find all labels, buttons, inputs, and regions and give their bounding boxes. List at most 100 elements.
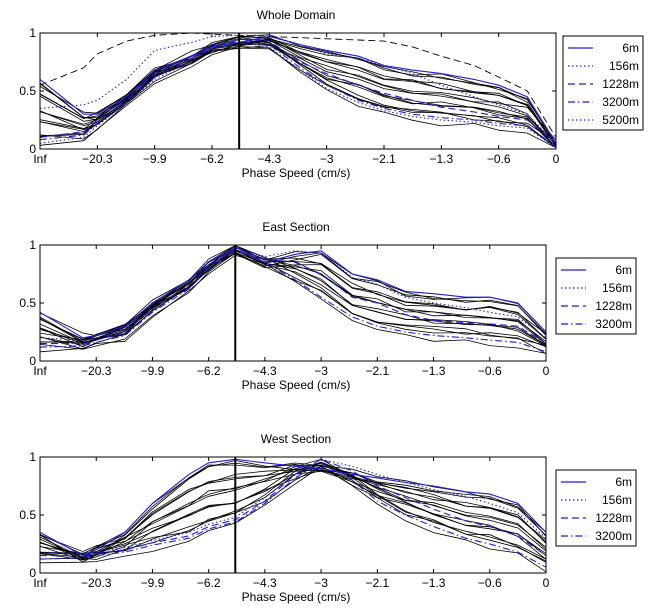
ticks: Inf −20.3 −9.9 −6.2 −4.3 −3 −2.1 −1.3 −0.6 0 0 0.5 1 bbox=[19, 238, 549, 378]
x-tick-label: Inf bbox=[33, 364, 47, 378]
ensemble-line bbox=[39, 248, 547, 340]
ensemble-line bbox=[39, 465, 547, 562]
ensemble-line bbox=[39, 36, 557, 145]
ensemble-line bbox=[39, 463, 547, 555]
legend-label: 1228m bbox=[602, 77, 639, 91]
x-tick-label: −1.3 bbox=[422, 576, 446, 590]
y-tick-label: 0 bbox=[29, 142, 36, 156]
x-tick-label: −6.2 bbox=[200, 152, 224, 166]
series-line-3200m bbox=[39, 248, 547, 353]
legend-box bbox=[555, 257, 637, 335]
y-tick-label: 0.5 bbox=[19, 508, 36, 522]
ensemble-line bbox=[39, 36, 557, 144]
x-tick-label: −20.3 bbox=[82, 152, 113, 166]
panel-whole-domain: Whole Domain Inf −20.3 −9.9 −6.2 −4.3 −3 −2.1 −… bbox=[19, 8, 644, 180]
y-tick-label: 0 bbox=[29, 354, 36, 368]
ensemble-line bbox=[39, 247, 547, 340]
legend-label: 156m bbox=[602, 493, 632, 507]
panel-west-section: West Section Inf −20.3 −9.9 −6.2 −4.3 −3 −2.1 −… bbox=[19, 432, 637, 604]
y-tick-label: 1 bbox=[29, 26, 36, 40]
legend-label: 1228m bbox=[595, 299, 632, 313]
x-tick-label: −20.3 bbox=[81, 576, 112, 590]
x-tick-label: −6.2 bbox=[197, 576, 221, 590]
x-tick-label: 0 bbox=[543, 364, 550, 378]
legend-label: 6m bbox=[622, 41, 639, 55]
ensemble-line bbox=[39, 35, 557, 141]
ensemble-line bbox=[39, 39, 557, 149]
ensemble-line bbox=[39, 245, 547, 346]
x-tick-label: −9.9 bbox=[141, 576, 165, 590]
ensemble-line bbox=[39, 249, 547, 350]
ensemble-line bbox=[39, 464, 547, 552]
ensemble-line bbox=[39, 463, 547, 558]
x-tick-label: −2.1 bbox=[365, 364, 389, 378]
ensemble-line bbox=[39, 461, 547, 560]
ensemble-line bbox=[39, 46, 557, 149]
legend-box bbox=[555, 469, 637, 547]
series-line-3200m bbox=[39, 462, 547, 568]
legend: 6m 156m 1228m 3200m bbox=[555, 257, 637, 335]
x-axis-label: Phase Speed (cm/s) bbox=[242, 378, 351, 392]
x-tick-label: −0.6 bbox=[478, 576, 502, 590]
x-tick-label: −4.3 bbox=[253, 364, 277, 378]
y-tick-label: 0.5 bbox=[19, 296, 36, 310]
x-tick-label: −1.3 bbox=[422, 364, 446, 378]
ensemble-line bbox=[39, 245, 547, 346]
panel-title: Whole Domain bbox=[257, 8, 336, 22]
x-tick-label: Inf bbox=[33, 152, 47, 166]
x-tick-label: −4.3 bbox=[257, 152, 281, 166]
ensemble-line bbox=[39, 40, 557, 148]
x-tick-label: −0.6 bbox=[487, 152, 511, 166]
ensemble-line bbox=[39, 41, 557, 149]
x-tick-label: Inf bbox=[33, 576, 47, 590]
panel-east-section: East Section Inf −20.3 −9.9 −6.2 −4.3 −3 −2.1 −… bbox=[19, 220, 637, 392]
y-tick-label: 1 bbox=[29, 238, 36, 252]
x-tick-label: 0 bbox=[543, 576, 550, 590]
x-tick-label: −6.2 bbox=[197, 364, 221, 378]
x-axis-label: Phase Speed (cm/s) bbox=[242, 166, 351, 180]
x-tick-label: −2.1 bbox=[372, 152, 396, 166]
legend-label: 6m bbox=[615, 263, 632, 277]
legend-box bbox=[562, 35, 644, 131]
y-tick-label: 1 bbox=[29, 450, 36, 464]
x-tick-label: −1.3 bbox=[429, 152, 453, 166]
legend-label: 3200m bbox=[602, 95, 639, 109]
legend-label: 156m bbox=[602, 281, 632, 295]
ensemble-line bbox=[39, 254, 547, 354]
legend-label: 1228m bbox=[595, 511, 632, 525]
series-line-1228m bbox=[40, 458, 547, 557]
legend-label: 3200m bbox=[595, 529, 632, 543]
x-axis-label: Phase Speed (cm/s) bbox=[242, 590, 351, 604]
series-line-156m bbox=[39, 458, 547, 554]
x-tick-label: −2.1 bbox=[365, 576, 389, 590]
series-line-1228m bbox=[39, 38, 557, 144]
x-tick-label: −9.9 bbox=[141, 364, 165, 378]
series-line-1228m bbox=[40, 247, 547, 345]
y-tick-label: 0 bbox=[29, 566, 36, 580]
x-tick-label: −9.9 bbox=[143, 152, 167, 166]
ensemble-line bbox=[39, 37, 557, 143]
series-line-156m bbox=[39, 34, 557, 144]
ticks: Inf −20.3 −9.9 −6.2 −4.3 −3 −2.1 −1.3 −0.6 0 0 0.5 1 bbox=[19, 26, 559, 166]
axes-box bbox=[39, 244, 547, 362]
x-tick-label: 0 bbox=[553, 152, 560, 166]
plot-area bbox=[39, 457, 547, 573]
series-line-6m bbox=[39, 246, 547, 339]
legend-label: 3200m bbox=[595, 317, 632, 331]
ensemble-line bbox=[39, 246, 547, 348]
x-tick-label: −20.3 bbox=[81, 364, 112, 378]
legend: 6m 156m 1228m 3200m bbox=[555, 469, 637, 547]
legend-label: 156m bbox=[609, 59, 639, 73]
ensemble-line bbox=[39, 250, 547, 345]
legend-label: 5200m bbox=[602, 113, 639, 127]
panel-title: East Section bbox=[262, 220, 329, 234]
x-tick-label: −3 bbox=[314, 576, 328, 590]
ensemble-line bbox=[39, 42, 557, 149]
panel-title: West Section bbox=[261, 432, 331, 446]
ensemble-line bbox=[39, 466, 547, 573]
x-tick-label: −0.6 bbox=[478, 364, 502, 378]
axes-box bbox=[39, 32, 557, 150]
plot-area bbox=[39, 245, 547, 361]
ensemble-line bbox=[39, 465, 547, 563]
